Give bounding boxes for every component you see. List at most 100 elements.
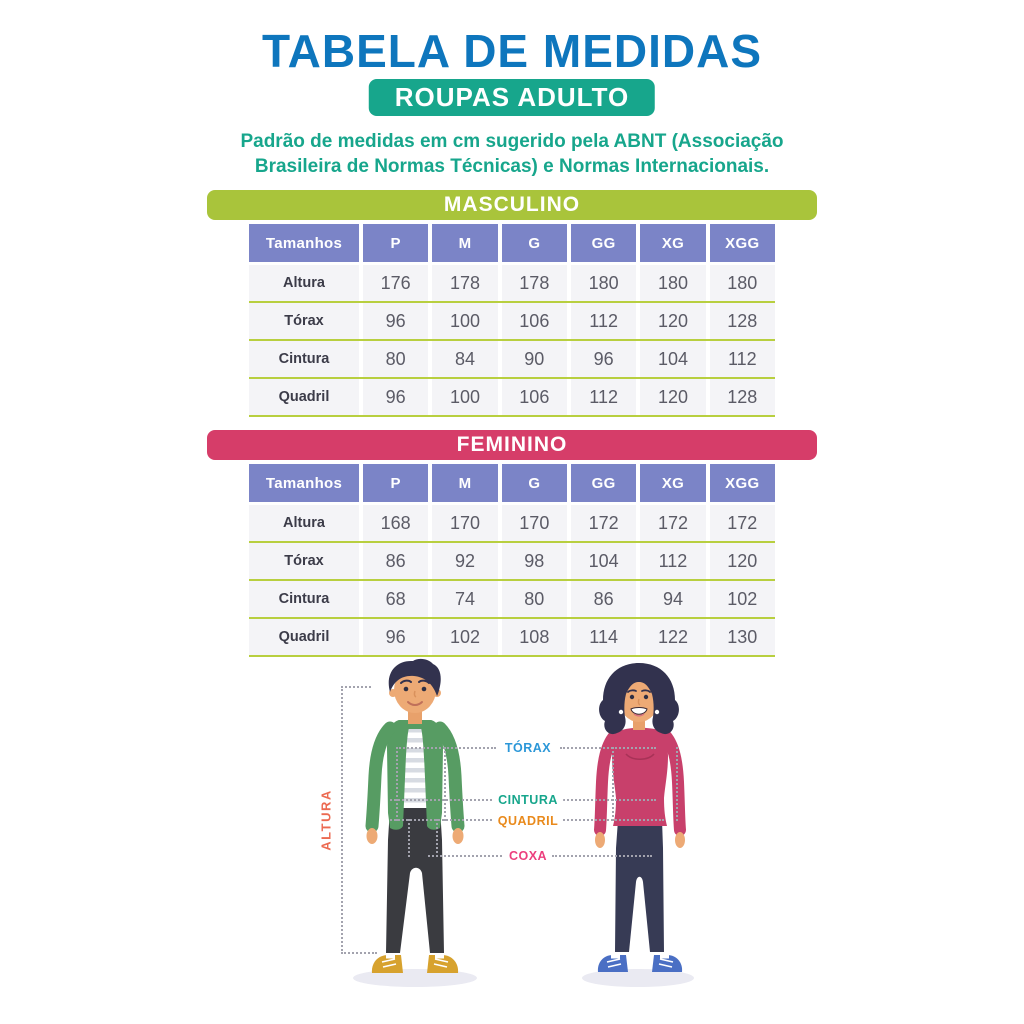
column-header: P — [363, 224, 429, 262]
man-chest-box-right — [444, 747, 446, 821]
cell-value: 128 — [709, 379, 775, 415]
altura-label: ALTURA — [318, 789, 334, 851]
subtitle-badge: ROUPAS ADULTO — [368, 79, 656, 116]
quadril-label: QUADRIL — [492, 814, 564, 828]
column-header: XG — [640, 464, 706, 502]
cell-value: 122 — [640, 619, 706, 655]
torax-line-left — [396, 747, 496, 749]
row-label: Quadril — [249, 379, 359, 415]
column-header: G — [501, 464, 567, 502]
woman-torso-box-right — [676, 747, 678, 821]
man-thigh-box-left — [408, 819, 410, 857]
quadril-line-left — [390, 819, 496, 821]
table-row: Quadril 96 100 106 112 120 128 — [249, 379, 775, 417]
row-label: Altura — [249, 265, 359, 301]
cell-value: 74 — [432, 581, 498, 617]
female-figure-illustration — [582, 663, 694, 987]
cell-value: 106 — [501, 379, 567, 415]
cell-value: 96 — [363, 379, 429, 415]
cell-value: 178 — [432, 265, 498, 301]
cell-value: 168 — [363, 505, 429, 541]
column-header: GG — [570, 224, 637, 262]
cell-value: 104 — [640, 341, 706, 377]
cell-value: 92 — [432, 543, 498, 579]
row-label: Tórax — [249, 543, 359, 579]
torax-line-right — [560, 747, 656, 749]
cell-value: 114 — [570, 619, 637, 655]
woman-torso-box-left — [612, 747, 614, 821]
column-header: P — [363, 464, 429, 502]
cell-value: 94 — [640, 581, 706, 617]
table-row: Altura 168 170 170 172 172 172 — [249, 505, 775, 543]
table-group-masculino: MASCULINO Tamanhos P M G GG XG XGG Altura 176 178 1… — [0, 190, 1024, 417]
cell-value: 90 — [501, 341, 567, 377]
cell-value: 180 — [709, 265, 775, 301]
coxa-label: COXA — [503, 849, 553, 863]
cell-value: 104 — [570, 543, 637, 579]
cell-value: 80 — [501, 581, 567, 617]
coxa-line-right — [552, 855, 652, 857]
description-text: Padrão de medidas em cm sugerido pela AB… — [0, 129, 1024, 179]
cell-value: 96 — [363, 303, 429, 339]
cell-value: 180 — [640, 265, 706, 301]
column-header: M — [432, 224, 498, 262]
cell-value: 112 — [709, 341, 775, 377]
section-banner: MASCULINO — [207, 190, 817, 220]
cell-value: 120 — [640, 303, 706, 339]
table-row: Cintura 80 84 90 96 104 112 — [249, 341, 775, 379]
cell-value: 170 — [501, 505, 567, 541]
cell-value: 98 — [501, 543, 567, 579]
column-header: Tamanhos — [249, 464, 359, 502]
cell-value: 172 — [570, 505, 637, 541]
size-table: Tamanhos P M G GG XG XGG Altura 176 178 178 180 180 1… — [249, 224, 775, 417]
cintura-line-right — [560, 799, 656, 801]
cell-value: 172 — [640, 505, 706, 541]
table-row: Quadril 96 102 108 114 122 130 — [249, 619, 775, 657]
cell-value: 176 — [363, 265, 429, 301]
table-row: Tórax 86 92 98 104 112 120 — [249, 543, 775, 581]
column-header: G — [501, 224, 567, 262]
man-chest-box-left — [396, 747, 398, 821]
cell-value: 96 — [570, 341, 637, 377]
cell-value: 180 — [570, 265, 637, 301]
cell-value: 68 — [363, 581, 429, 617]
page-title: TABELA DE MEDIDAS — [262, 25, 762, 77]
row-label: Quadril — [249, 619, 359, 655]
cell-value: 102 — [432, 619, 498, 655]
cell-value: 172 — [709, 505, 775, 541]
cell-value: 128 — [709, 303, 775, 339]
cell-value: 80 — [363, 341, 429, 377]
table-group-feminino: FEMININO Tamanhos P M G GG XG XGG Altura 168 170 17… — [0, 430, 1024, 657]
column-header: XG — [640, 224, 706, 262]
column-header: GG — [570, 464, 637, 502]
cell-value: 178 — [501, 265, 567, 301]
table-header-row: Tamanhos P M G GG XG XGG — [249, 224, 775, 262]
column-header: M — [432, 464, 498, 502]
column-header: XGG — [709, 224, 775, 262]
cell-value: 84 — [432, 341, 498, 377]
row-label: Cintura — [249, 341, 359, 377]
torax-label: TÓRAX — [499, 741, 557, 755]
cell-value: 112 — [640, 543, 706, 579]
cell-value: 86 — [363, 543, 429, 579]
size-tables: MASCULINO Tamanhos P M G GG XG XGG Altura 176 178 1… — [0, 190, 1024, 670]
cell-value: 102 — [709, 581, 775, 617]
cell-value: 106 — [501, 303, 567, 339]
coxa-line-left — [428, 855, 502, 857]
cell-value: 120 — [640, 379, 706, 415]
row-label: Tórax — [249, 303, 359, 339]
cell-value: 100 — [432, 303, 498, 339]
description-line-1: Padrão de medidas em cm sugerido pela AB… — [240, 131, 784, 152]
size-table: Tamanhos P M G GG XG XGG Altura 168 170 170 172 172 1… — [249, 464, 775, 657]
cell-value: 96 — [363, 619, 429, 655]
cell-value: 170 — [432, 505, 498, 541]
cintura-label: CINTURA — [493, 793, 563, 807]
cintura-line-left — [390, 799, 496, 801]
section-banner: FEMININO — [207, 430, 817, 460]
description-line-2: Brasileira de Normas Técnicas) e Normas … — [254, 156, 770, 177]
table-row: Tórax 96 100 106 112 120 128 — [249, 303, 775, 341]
cell-value: 112 — [570, 303, 637, 339]
man-thigh-box-right — [436, 819, 438, 857]
table-row: Altura 176 178 178 180 180 180 — [249, 265, 775, 303]
